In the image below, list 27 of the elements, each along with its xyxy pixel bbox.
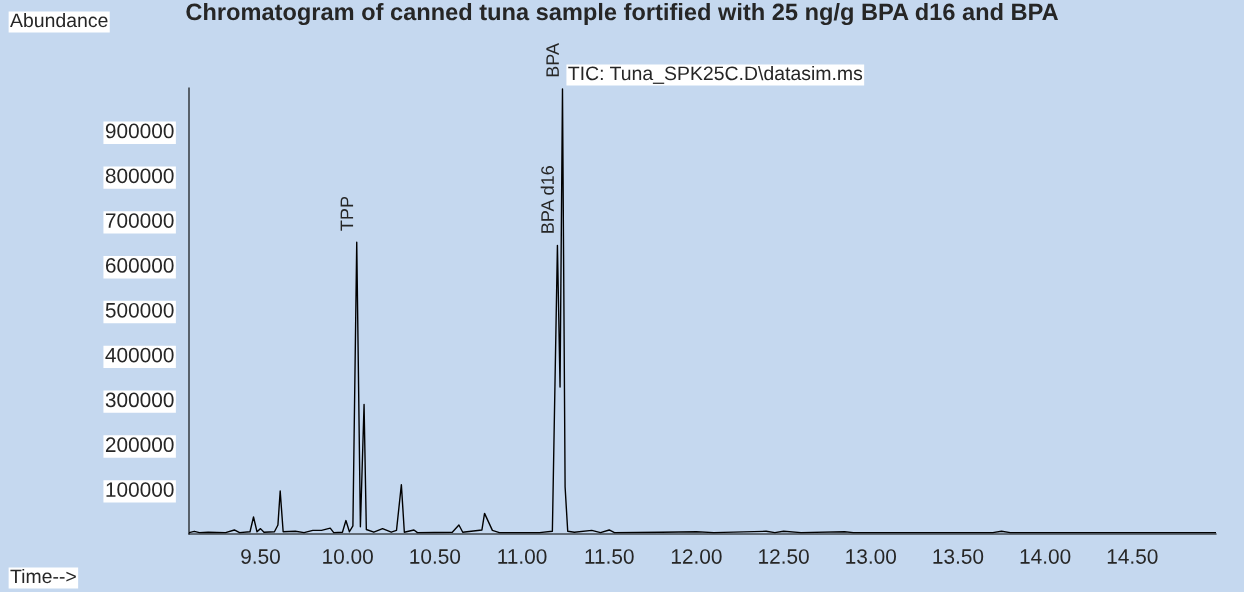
x-tick-label: 11.50 <box>585 549 634 564</box>
y-tick-label: 500000 <box>105 302 174 318</box>
x-tick-label: 12.00 <box>671 549 722 564</box>
x-tick-label: 14.50 <box>1107 549 1158 564</box>
y-tick-label: 200000 <box>105 437 174 453</box>
y-tick-label: 100000 <box>106 482 174 497</box>
y-axis-title: Abundance <box>10 12 108 28</box>
y-tick-label: 400000 <box>105 347 174 363</box>
annotation: TPP <box>340 196 354 231</box>
annotation: BPA d16 <box>540 166 554 233</box>
annotation: BPA <box>546 43 559 77</box>
y-tick-label: 800000 <box>105 168 174 184</box>
y-tick-label: 600000 <box>105 258 174 273</box>
x-tick-label: 10.00 <box>323 549 373 564</box>
x-tick-label: 13.00 <box>846 549 897 564</box>
x-tick-label: 13.50 <box>933 549 984 564</box>
x-tick-label: 14.00 <box>1020 549 1071 564</box>
chart-title: Chromatogram of canned tuna sample fortified with 25 ng/g BPA d16 and BPA <box>186 2 1059 26</box>
x-tick-label: 11.00 <box>498 549 547 564</box>
x-axis-title: Time--> <box>10 568 76 584</box>
x-tick-label: 9.50 <box>241 549 280 564</box>
x-tick-label: 12.50 <box>759 549 809 564</box>
y-tick-label: 900000 <box>105 123 174 139</box>
x-tick-label: 10.50 <box>410 549 461 564</box>
text: TIC: Tuna_SPK25C.D\datasim.ms <box>568 65 863 84</box>
y-tick-label: 300000 <box>105 392 174 408</box>
y-tick-label: 700000 <box>105 213 174 228</box>
